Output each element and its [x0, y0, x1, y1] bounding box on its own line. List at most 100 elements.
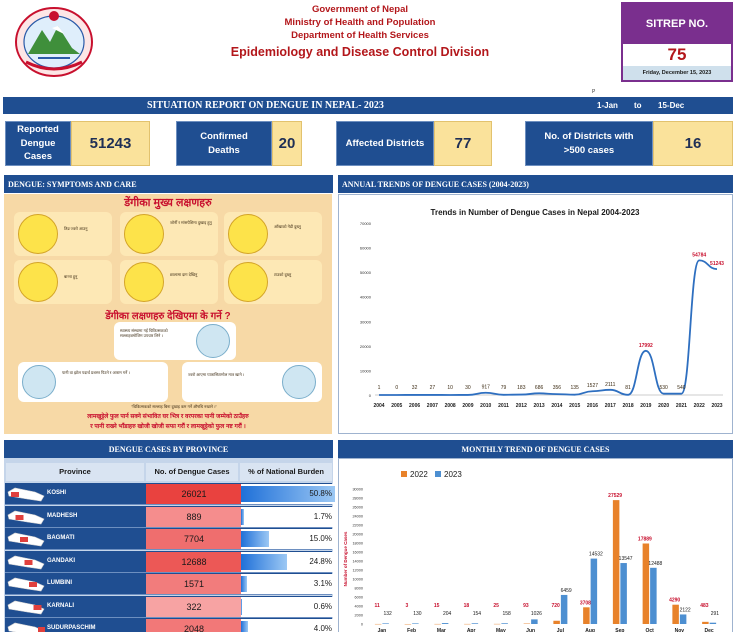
province-burden-bar: [241, 598, 243, 615]
monthly-x-tick: Apr: [467, 628, 476, 632]
stat-label-affected-districts: Affected Districts: [336, 121, 434, 166]
annual-x-tick: 2005: [391, 403, 402, 409]
province-burden-percent: 1.7%: [313, 511, 332, 521]
bar-2022-nov: [672, 604, 679, 624]
monthly-y-tick: 8000: [355, 587, 363, 591]
poster-subtitle: डेंगीका लक्षणहरु देखिएमा के गर्ने ?: [105, 311, 231, 322]
province-cases: 7704: [146, 529, 242, 549]
annual-x-tick: 2015: [569, 403, 580, 409]
bar-label-2022: 27529: [608, 493, 622, 499]
header-division: Epidemiology and Disease Control Divisio…: [230, 45, 490, 59]
headache-illustration-icon: [228, 262, 268, 302]
report-from-date: 1-Jan: [597, 101, 618, 110]
bar-2023-sep: [620, 563, 627, 624]
bar-2023-nov: [679, 614, 687, 624]
monthly-trend-panel: 2022 2023 Number of Dengue Cases 0 2000 4000 6…: [338, 458, 733, 632]
annual-x-tick: 2018: [622, 403, 633, 409]
symptom-caption-eye-pain: आँखाको गेडी दुख्नु: [274, 224, 301, 229]
province-burden-percent: 0.6%: [313, 601, 332, 611]
province-row-bagmati: BAGMATI 7704 15.0%: [5, 528, 335, 550]
monthly-x-tick: Sep: [615, 628, 624, 632]
province-cases: 2048: [146, 619, 242, 632]
bar-2022-jul: [553, 620, 560, 624]
province-header-burden: % of National Burden: [240, 463, 332, 481]
province-name: LUMBINI: [47, 580, 72, 586]
monthly-x-tick: Oct: [645, 628, 654, 632]
monthly-y-tick: 2000: [355, 614, 363, 618]
annual-trend-chart: Trends in Number of Dengue Cases in Nepa…: [360, 208, 724, 409]
annual-data-label: 54784: [692, 252, 706, 258]
symptom-caption-rash: छालामा दाग देखिनु: [170, 272, 198, 277]
annual-x-tick: 2017: [605, 403, 616, 409]
annual-y-tick: 10000: [360, 368, 372, 373]
nepal-emblem-logo: [12, 4, 96, 80]
monthly-x-tick: Mar: [437, 628, 446, 632]
province-name: MADHESH: [47, 512, 78, 519]
sitrep-number: 75: [667, 45, 687, 64]
bar-label-2022: 3: [405, 603, 408, 609]
province-burden-percent: 50.8%: [309, 489, 332, 498]
report-title-banner: SITUATION REPORT ON DENGUE IN NEPAL- 202…: [3, 97, 733, 114]
annual-data-label: 30: [465, 385, 471, 391]
eye-pain-illustration-icon: [228, 214, 268, 254]
monthly-y-tick: 22000: [352, 524, 363, 528]
care-card-paracetamol: ज्वरो आएमा प्यारासिटामोल मात्र खाने ।: [182, 362, 322, 402]
province-cases: 12688: [146, 551, 242, 572]
bar-2023-jul: [560, 594, 568, 624]
province-header-cases: No. of Dengue Cases: [146, 463, 238, 481]
monthly-y-tick: 0: [361, 623, 363, 627]
bar-label-2022: 17889: [638, 536, 652, 542]
care-card-fluids: पानी वा झोल पदार्थ प्रशस्त पिउने र आराम …: [18, 362, 168, 402]
monthly-y-tick: 28000: [352, 497, 363, 501]
bar-label-2022: 4290: [669, 598, 680, 604]
fluids-illustration-icon: [22, 365, 56, 399]
joint-pain-illustration-icon: [124, 214, 164, 254]
annual-data-label: 1527: [587, 383, 598, 389]
province-map-icon: [7, 532, 45, 547]
poster-note: "चिकित्सकको सल्लाह बिना दुखाइ कम गर्ने औ…: [131, 404, 217, 409]
section-header-annual: ANNUAL TRENDS OF DENGUE CASES (2004-2023…: [338, 175, 733, 193]
annual-data-label: 0: [395, 385, 398, 391]
annual-data-label: 81: [625, 385, 631, 391]
care-caption-fluids: पानी वा झोल पदार्थ प्रशस्त पिउने र आराम …: [62, 370, 130, 375]
annual-data-label: 917: [482, 385, 491, 391]
sitrep-date: Friday, December 15, 2023: [623, 66, 731, 80]
symptom-caption-headache: टाउको दुख्नु: [274, 272, 292, 277]
province-burden-cell: 50.8%: [241, 484, 335, 504]
bar-label-2023: 158: [502, 611, 511, 617]
province-map-icon: [7, 577, 45, 592]
skin-rash-illustration-icon: [124, 262, 164, 302]
bar-label-2023: 6459: [561, 588, 572, 594]
monthly-x-tick: Aug: [585, 628, 595, 632]
annual-x-tick: 2006: [409, 403, 420, 409]
care-caption-clinic: स्वास्थ्य संस्थामा गई चिकित्सकको सल्लाहब…: [120, 328, 168, 339]
province-burden-percent: 3.1%: [313, 579, 332, 588]
annual-x-tick: 2012: [516, 403, 527, 409]
monthly-y-tick: 30000: [352, 488, 363, 492]
province-name: SUDURPASCHIM: [47, 625, 96, 631]
bar-2023-mar: [441, 623, 449, 624]
annual-x-tick: 2007: [427, 403, 438, 409]
province-row-madhesh: MADHESH 889 1.7%: [5, 505, 335, 528]
section-title-symptoms: DENGUE: SYMPTOMS AND CARE: [8, 179, 137, 189]
annual-trend-panel: Trends in Number of Dengue Cases in Nepa…: [338, 194, 733, 434]
medicine-illustration-icon: [282, 365, 316, 399]
legend-label-2022: 2022: [410, 470, 428, 479]
province-burden-cell: 15.0%: [241, 529, 335, 549]
annual-y-tick: 70000: [360, 221, 372, 226]
monthly-y-tick: 6000: [355, 596, 363, 600]
province-burden-cell: 0.6%: [241, 596, 335, 617]
monthly-y-tick: 24000: [352, 515, 363, 519]
symptom-card-rash: छालामा दाग देखिनु: [120, 260, 218, 304]
annual-x-tick: 2013: [534, 403, 545, 409]
annual-x-tick: 2019: [640, 403, 651, 409]
bar-2022-dec: [702, 621, 709, 624]
bar-label-2023: 1026: [531, 611, 542, 617]
bar-2023-aug: [590, 558, 598, 624]
annual-data-label: 2111: [605, 382, 616, 388]
province-burden-cell: 4.0%: [241, 619, 335, 632]
province-map-icon: [7, 600, 45, 614]
section-header-province: DENGUE CASES BY PROVINCE: [4, 440, 333, 458]
bar-label-2023: 154: [473, 611, 482, 617]
bar-label-2022: 25: [493, 603, 499, 609]
